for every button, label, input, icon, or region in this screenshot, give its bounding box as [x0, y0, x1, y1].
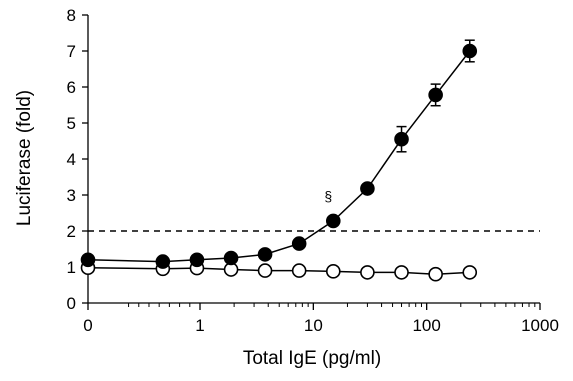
data-point-filled [291, 236, 307, 251]
data-point-open [394, 265, 409, 280]
data-point-filled [428, 87, 443, 103]
data-point-filled [223, 250, 239, 266]
y-tick-label: 5 [67, 114, 76, 133]
data-point-filled [189, 252, 205, 268]
annotation-label: § [324, 188, 332, 204]
y-tick-label: 0 [67, 294, 76, 313]
y-tick-label: 2 [67, 222, 76, 241]
x-tick-label: 100 [412, 316, 440, 335]
data-point-open [325, 264, 341, 279]
series-line [87, 50, 471, 263]
y-tick-label: 3 [67, 186, 76, 205]
data-point-open [291, 263, 307, 278]
data-point-filled [155, 254, 171, 269]
y-axis-title: Luciferase (fold) [14, 90, 35, 226]
x-tick-label: 1 [195, 316, 204, 335]
axes: 0 1 2 3 4 5 6 7 8 0 1 10 100 1000 [67, 6, 559, 335]
y-tick-label: 4 [67, 150, 76, 169]
x-tick-label: 0 [83, 316, 92, 335]
data-point-open [257, 263, 273, 278]
y-tick-label: 1 [67, 258, 76, 277]
y-tick-label: 8 [67, 6, 76, 25]
y-tick-label: 6 [67, 78, 76, 97]
x-tick-label: 1000 [521, 316, 559, 335]
y-tick-label: 7 [67, 42, 76, 61]
x-axis-title: Total IgE (pg/ml) [243, 348, 381, 369]
data-point-open [462, 265, 478, 280]
x-tick-label: 10 [304, 316, 323, 335]
data-point-open [360, 265, 375, 280]
data-point-filled [325, 213, 341, 229]
data-point-filled [462, 43, 478, 59]
data-point-filled [257, 247, 273, 262]
data-point-filled [394, 131, 409, 147]
annotations-group: § [324, 188, 332, 204]
data-point-filled [360, 181, 375, 196]
series-line [87, 266, 470, 275]
series-group [80, 39, 478, 282]
data-point-filled [80, 252, 96, 268]
data-point-open [428, 266, 443, 282]
